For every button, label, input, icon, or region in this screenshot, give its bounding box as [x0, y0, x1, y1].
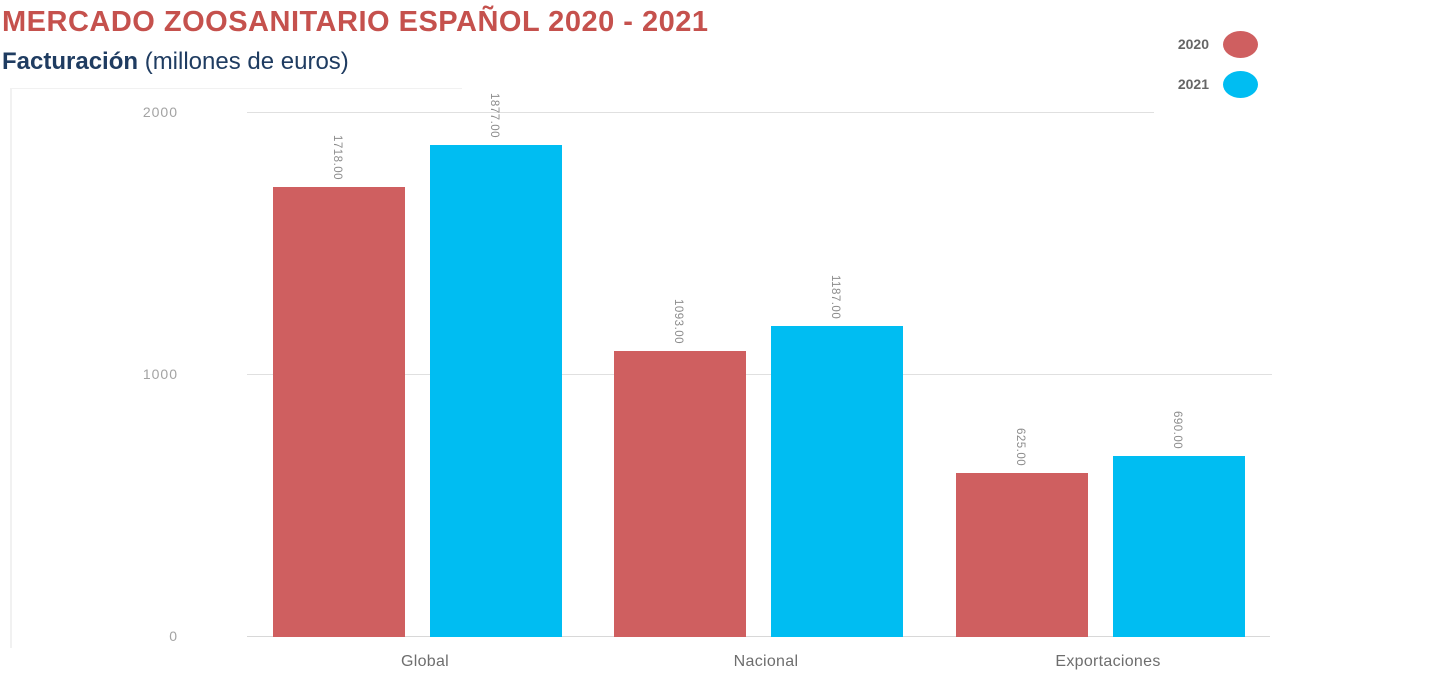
- chart-subtitle-main: Facturación: [2, 48, 139, 75]
- y-tick-label-2000: 2000: [142, 104, 178, 120]
- bar-2021-exportaciones: [1113, 456, 1245, 637]
- legend-label: 2020: [1177, 36, 1209, 52]
- chart-legend: 2020 2021: [1158, 30, 1258, 110]
- bar-2020-exportaciones: [956, 473, 1088, 637]
- bar-value-label-2021-global: 1877.00: [488, 93, 500, 139]
- y-tick-label-0: 0: [169, 628, 178, 644]
- chart-subtitle-units: (millones de euros): [138, 48, 349, 75]
- legend-item-2020: 2020: [1158, 30, 1258, 58]
- bar-2021-nacional: [771, 326, 903, 637]
- y-tick-label-1000: 1000: [142, 366, 178, 382]
- legend-swatch-2021: [1223, 70, 1258, 98]
- bar-value-label-2020-nacional: 1093.00: [672, 298, 684, 344]
- bar-2021-global: [430, 145, 562, 637]
- gridline-0: [247, 636, 1270, 637]
- gridline-1000: [247, 374, 1272, 375]
- chart-title: MERCADO ZOOSANITARIO ESPAÑOL 2020 - 2021: [2, 6, 709, 38]
- frame-edge-vertical: [10, 88, 12, 648]
- category-label-nacional: Nacional: [733, 653, 799, 670]
- chart-subtitle: Facturación (millones de euros): [2, 48, 349, 76]
- legend-label: 2021: [1177, 76, 1209, 92]
- category-label-global: Global: [400, 653, 450, 670]
- frame-edge-horizontal: [10, 88, 462, 89]
- gridline-2000: [247, 112, 1154, 113]
- legend-item-2021: 2021: [1158, 70, 1258, 98]
- bar-2020-global: [273, 186, 405, 637]
- bar-value-label-2021-nacional: 1187.00: [829, 274, 841, 320]
- bar-2020-nacional: [614, 350, 746, 637]
- bar-value-label-2020-global: 1718.00: [331, 134, 343, 180]
- category-label-exportaciones: Exportaciones: [1055, 653, 1161, 670]
- legend-swatch-2020: [1223, 30, 1258, 58]
- bar-value-label-2020-exportaciones: 625.00: [1014, 428, 1026, 467]
- bar-value-label-2021-exportaciones: 690.00: [1171, 411, 1183, 450]
